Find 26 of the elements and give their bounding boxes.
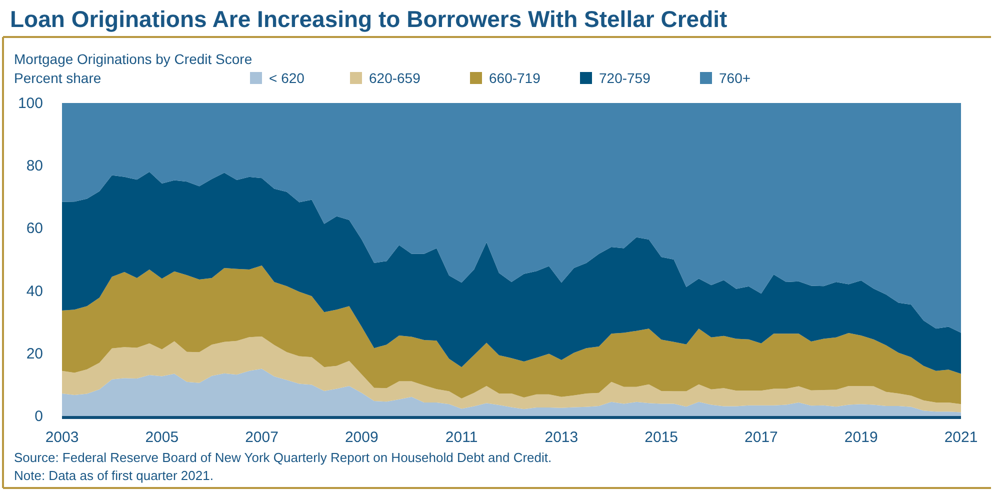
x-tick-label: 2015 bbox=[644, 429, 678, 446]
y-tick-label: 80 bbox=[26, 158, 43, 175]
x-tick-label: 2011 bbox=[445, 429, 478, 446]
x-tick-label: 2017 bbox=[744, 429, 778, 446]
x-tick-label: 2009 bbox=[344, 429, 378, 446]
y-axis-title: Percent share bbox=[14, 70, 102, 86]
text: Note: Data as of first quarter 2021. bbox=[14, 468, 214, 483]
x-tick-label: 2003 bbox=[45, 429, 79, 446]
legend-label: 620-659 bbox=[369, 70, 421, 86]
y-tick-label: 40 bbox=[26, 282, 43, 300]
y-tick-label: 60 bbox=[26, 220, 43, 238]
y-tick-label: 0 bbox=[34, 408, 43, 425]
legend-label: < 620 bbox=[269, 70, 305, 86]
chart-title: Loan Originations Are Increasing to Borrowers With Stellar Credit bbox=[10, 6, 728, 32]
chart-subtitle: Mortgage Originations by Credit Score bbox=[14, 51, 252, 67]
x-tick-label: 2007 bbox=[245, 429, 278, 446]
x-tick-label: 2021 bbox=[944, 429, 978, 446]
y-tick-label: 20 bbox=[26, 345, 43, 362]
legend-label: 660-719 bbox=[489, 70, 541, 86]
legend-label: 760+ bbox=[719, 70, 751, 86]
legend-label: 720-759 bbox=[599, 70, 651, 86]
x-tick-label: 2005 bbox=[145, 429, 179, 446]
source-note: Source: Federal Reserve Board of New York Quarterly Report on Household Debt and Credit. bbox=[14, 450, 552, 465]
x-tick-label: 2013 bbox=[544, 429, 578, 446]
x-tick-label: 2019 bbox=[844, 429, 878, 446]
y-tick-label: 100 bbox=[18, 95, 43, 112]
